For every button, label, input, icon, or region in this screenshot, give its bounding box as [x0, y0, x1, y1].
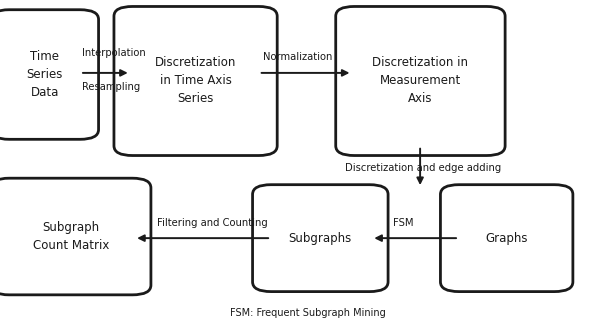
Text: Subgraph
Count Matrix: Subgraph Count Matrix — [33, 221, 109, 252]
FancyBboxPatch shape — [253, 185, 388, 292]
Text: FSM: Frequent Subgraph Mining: FSM: Frequent Subgraph Mining — [230, 307, 386, 318]
Text: Time
Series
Data: Time Series Data — [26, 50, 63, 99]
Text: Filtering and Counting: Filtering and Counting — [157, 218, 268, 228]
Text: Discretization and edge adding: Discretization and edge adding — [345, 164, 501, 173]
Text: Interpolation: Interpolation — [82, 48, 145, 58]
FancyBboxPatch shape — [0, 178, 151, 295]
FancyBboxPatch shape — [336, 6, 505, 156]
Text: Normalization: Normalization — [263, 52, 333, 62]
Text: Graphs: Graphs — [485, 232, 528, 245]
Text: FSM: FSM — [394, 218, 414, 228]
Text: Resampling: Resampling — [82, 82, 140, 92]
FancyBboxPatch shape — [0, 10, 99, 139]
Text: Subgraphs: Subgraphs — [289, 232, 352, 245]
Text: Discretization in
Measurement
Axis: Discretization in Measurement Axis — [373, 56, 468, 106]
FancyBboxPatch shape — [440, 185, 573, 292]
Text: Discretization
in Time Axis
Series: Discretization in Time Axis Series — [155, 56, 237, 106]
FancyBboxPatch shape — [114, 6, 277, 156]
